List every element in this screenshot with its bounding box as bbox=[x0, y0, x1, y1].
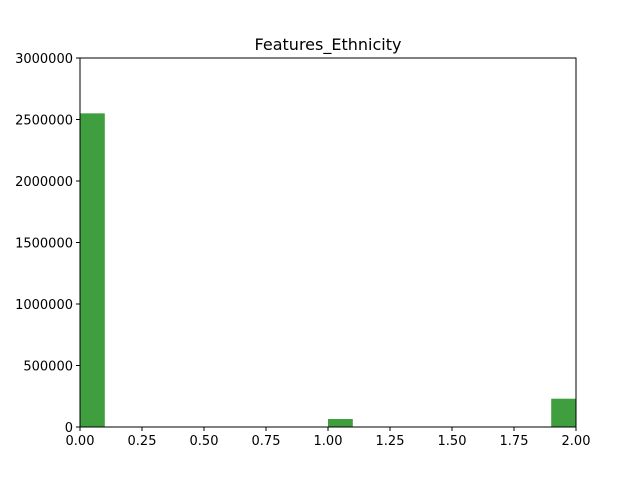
y-tick-label: 3000000 bbox=[15, 52, 73, 67]
x-axis: 0.00 0.25 0.50 0.75 1.00 1.25 1.50 1.75 2.00 bbox=[66, 427, 591, 449]
y-tick-label: 500000 bbox=[23, 360, 73, 375]
y-tick-label: 0 bbox=[65, 421, 73, 436]
chart-title: Features_Ethnicity bbox=[255, 35, 402, 55]
x-tick-label: 0.00 bbox=[66, 434, 95, 449]
bars-layer bbox=[80, 113, 576, 427]
y-tick-label: 2000000 bbox=[15, 175, 73, 190]
y-tick-label: 2500000 bbox=[15, 114, 73, 129]
x-tick-label: 0.25 bbox=[128, 434, 157, 449]
x-tick-label: 1.75 bbox=[500, 434, 529, 449]
x-tick-label: 1.50 bbox=[438, 434, 467, 449]
x-tick-label: 0.50 bbox=[190, 434, 219, 449]
x-tick-label: 1.00 bbox=[314, 434, 343, 449]
histogram-bar bbox=[551, 398, 576, 427]
x-tick-label: 2.00 bbox=[562, 434, 591, 449]
y-tick-label: 1000000 bbox=[15, 298, 73, 313]
x-tick-label: 0.75 bbox=[252, 434, 281, 449]
y-axis: 0 500000 1000000 1500000 2000000 2500000 30000… bbox=[15, 52, 80, 436]
histogram-bar bbox=[80, 113, 105, 427]
y-tick-label: 1500000 bbox=[15, 237, 73, 252]
x-tick-label: 1.25 bbox=[376, 434, 405, 449]
histogram-bar bbox=[328, 419, 353, 427]
